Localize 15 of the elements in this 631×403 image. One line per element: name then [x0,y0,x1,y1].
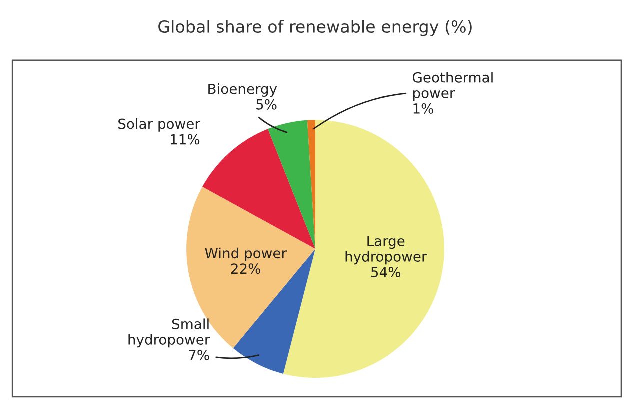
data-label: 22% [231,264,261,274]
pie-slice [202,129,316,250]
slice-label: Small hydropower [128,318,210,348]
slice-label: Geothermal power [412,72,493,102]
slice-label: Large hydropower [346,236,428,265]
data-label: 5% [256,99,277,110]
pie-slice [268,120,316,250]
data-label: 11% [171,134,200,145]
data-label: 7% [189,350,210,361]
chart-title: Global share of renewable energy (%) [158,20,472,36]
slice-label: Solar power [118,118,200,132]
slice-label: Wind power [205,248,287,262]
data-label: 1% [414,103,434,114]
data-label: 54% [371,267,401,278]
slice-label: Bioenergy [208,84,278,97]
